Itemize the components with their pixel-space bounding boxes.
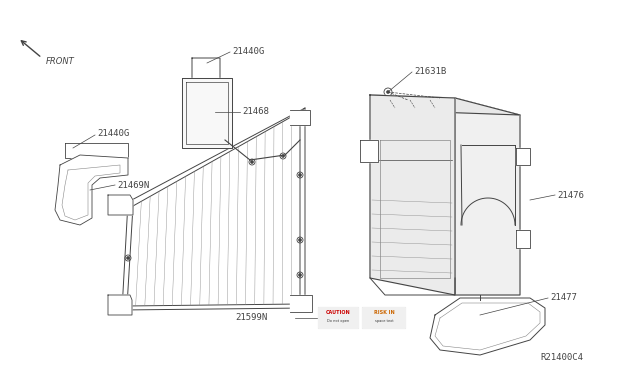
Circle shape bbox=[298, 115, 302, 119]
Circle shape bbox=[298, 273, 301, 276]
Circle shape bbox=[298, 173, 301, 176]
Polygon shape bbox=[192, 58, 220, 85]
Text: 21468: 21468 bbox=[242, 108, 269, 116]
Polygon shape bbox=[370, 95, 520, 115]
Polygon shape bbox=[290, 295, 312, 312]
Polygon shape bbox=[360, 140, 378, 162]
Polygon shape bbox=[290, 110, 310, 125]
Text: 21440G: 21440G bbox=[232, 46, 264, 55]
Circle shape bbox=[299, 302, 303, 306]
Text: 21476: 21476 bbox=[557, 190, 584, 199]
Circle shape bbox=[387, 90, 390, 93]
Text: R21400C4: R21400C4 bbox=[540, 353, 583, 362]
Polygon shape bbox=[65, 143, 128, 158]
Polygon shape bbox=[55, 155, 128, 225]
Circle shape bbox=[113, 198, 117, 202]
Polygon shape bbox=[108, 295, 132, 315]
Circle shape bbox=[282, 154, 285, 157]
Polygon shape bbox=[108, 195, 133, 215]
Text: FRONT: FRONT bbox=[46, 58, 75, 67]
Text: 21440G: 21440G bbox=[97, 129, 129, 138]
Polygon shape bbox=[516, 230, 530, 248]
Polygon shape bbox=[370, 95, 455, 295]
Polygon shape bbox=[318, 307, 358, 328]
Circle shape bbox=[204, 63, 208, 67]
Circle shape bbox=[367, 149, 371, 153]
Circle shape bbox=[127, 257, 129, 260]
Circle shape bbox=[250, 160, 253, 164]
Polygon shape bbox=[182, 78, 232, 148]
Circle shape bbox=[521, 237, 525, 241]
Text: 21469N: 21469N bbox=[117, 180, 149, 189]
Text: Do not open: Do not open bbox=[327, 319, 349, 323]
Polygon shape bbox=[430, 298, 545, 355]
Polygon shape bbox=[516, 148, 530, 165]
Polygon shape bbox=[455, 98, 520, 295]
Polygon shape bbox=[362, 307, 405, 328]
Text: 21477: 21477 bbox=[550, 292, 577, 301]
Text: CAUTION: CAUTION bbox=[326, 311, 350, 315]
Circle shape bbox=[71, 148, 75, 152]
Circle shape bbox=[521, 154, 525, 158]
Text: 21599N: 21599N bbox=[235, 314, 268, 323]
Text: RISK IN: RISK IN bbox=[374, 311, 394, 315]
Text: 21631B: 21631B bbox=[414, 67, 446, 77]
Text: space text: space text bbox=[374, 319, 394, 323]
Circle shape bbox=[298, 238, 301, 241]
